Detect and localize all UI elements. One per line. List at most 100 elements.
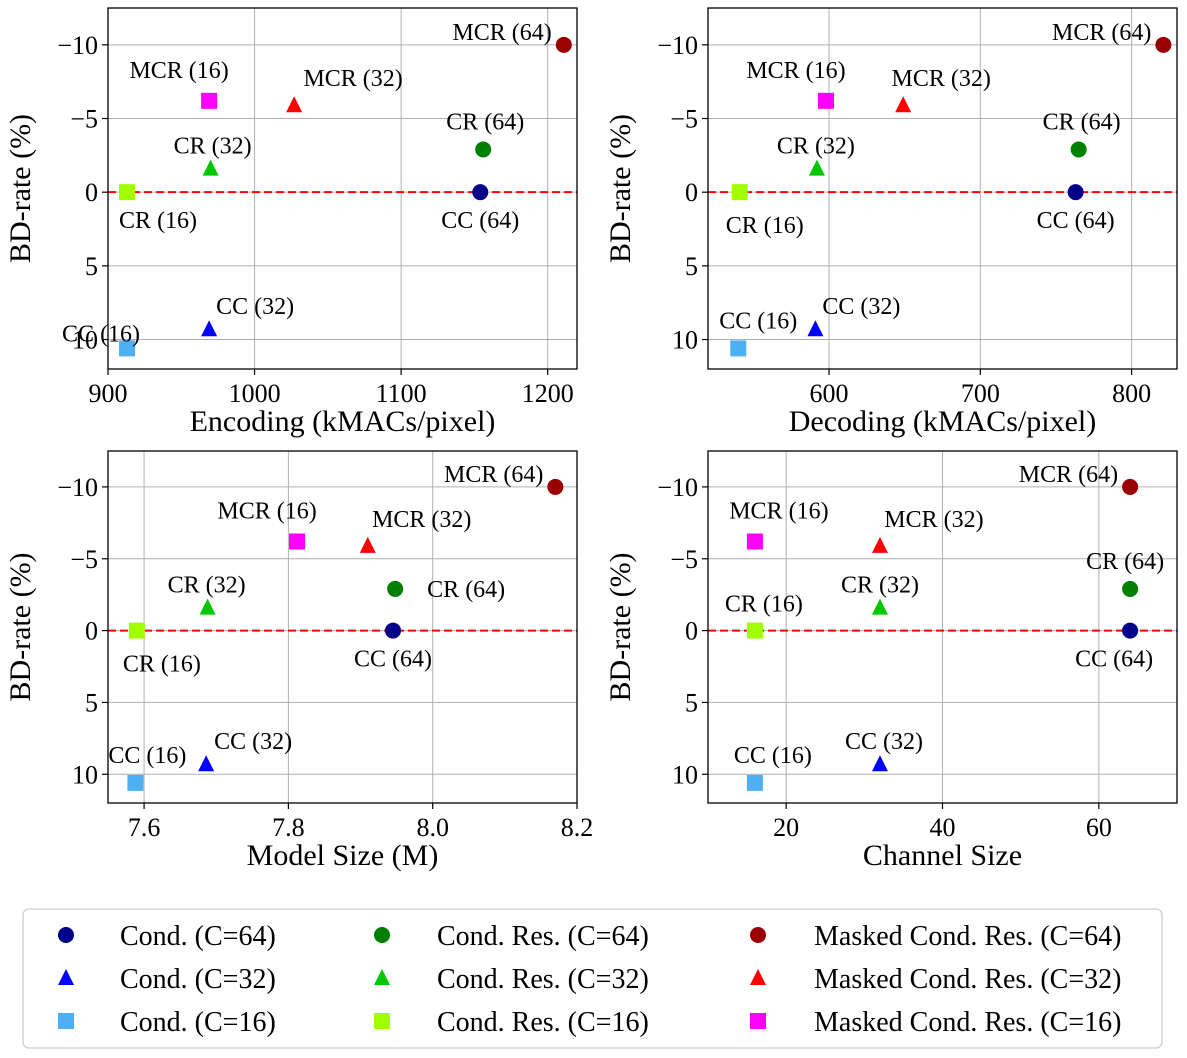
point-label-cr16: CR (16) [119,208,197,234]
data-point-cr32 [871,598,888,615]
legend-marker-cc16 [58,1013,74,1029]
x-axis-title: Decoding (kMACs/pixel) [789,405,1096,438]
data-point-mcr64 [1122,478,1139,495]
plot-frame [707,7,1178,370]
legend-label: Masked Cond. Res. (C=64) [814,921,1121,952]
y-axis-title: BD-rate (%) [604,552,637,701]
point-label-cc64: CC (64) [1075,647,1153,673]
x-axis-title: Channel Size [863,839,1022,872]
legend-label: Cond. Res. (C=16) [437,1007,649,1038]
x-tick-label: 20 [773,813,799,842]
data-point-cr16 [731,184,748,201]
data-point-mcr32 [871,536,888,553]
data-point-cc64 [1067,184,1084,201]
point-label-cr32: CR (32) [168,573,246,599]
data-point-cr16 [746,622,763,639]
point-label-cr64: CR (64) [1043,109,1121,135]
y-tick-label: 5 [85,688,98,717]
y-axis-title: BD-rate (%) [4,114,37,263]
data-point-cc64 [385,622,402,639]
y-axis-title: BD-rate (%) [604,114,637,263]
legend: Cond. (C=64) Cond. (C=32) Cond. (C=16) Cond… [22,908,1163,1049]
data-point-cr16 [128,622,145,639]
legend-marker-cc64 [58,927,74,943]
legend-label: Masked Cond. Res. (C=32) [814,964,1121,995]
x-tick-label: 1200 [522,379,574,408]
data-point-cc32 [198,755,215,772]
data-point-cc16 [746,774,763,791]
data-point-cc16 [730,340,747,357]
y-tick-label: −10 [657,473,698,502]
legend-item-cr64: Cond. Res. (C=64) [374,921,649,952]
y-tick-label: 10 [672,326,698,355]
y-tick-label: 10 [72,760,98,789]
y-tick-label: −5 [70,545,98,574]
y-tick-label: 5 [685,688,698,717]
legend-item-mcr64: Masked Cond. Res. (C=64) [750,921,1121,952]
data-point-cc16 [127,774,144,791]
data-point-cc32 [807,320,824,337]
legend-marker-cr16 [374,1013,390,1029]
data-point-mcr16 [746,533,763,550]
x-tick-label: 7.6 [128,813,161,842]
point-label-cc16: CC (16) [719,308,797,334]
plot-frame [107,7,578,370]
y-tick-label: 0 [85,178,98,207]
data-point-cc16 [119,340,136,357]
point-label-cc32: CC (32) [216,294,294,320]
y-tick-label: 0 [85,617,98,646]
point-label-cc32: CC (32) [822,294,900,320]
x-tick-label: 40 [930,813,956,842]
y-tick-label: −5 [70,105,98,134]
legend-frame [22,908,1163,1049]
point-label-cr64: CR (64) [1086,549,1164,575]
data-point-mcr64 [1155,36,1172,53]
point-label-cr64: CR (64) [446,109,524,135]
legend-label: Cond. Res. (C=32) [437,964,649,995]
point-label-mcr32: MCR (32) [303,66,402,92]
data-point-cr64 [1122,580,1139,597]
point-label-cc16: CC (16) [734,743,812,769]
point-label-cr32: CR (32) [777,134,855,160]
legend-marker-cr64 [374,927,390,943]
point-label-mcr64: MCR (64) [1019,462,1118,488]
point-label-cc16: CC (16) [62,321,140,347]
point-label-cr32: CR (32) [841,573,919,599]
point-label-mcr64: MCR (64) [1052,20,1151,46]
x-tick-label: 7.8 [272,813,305,842]
y-tick-label: 10 [72,326,98,355]
data-point-cr16 [119,184,136,201]
data-point-mcr16 [818,92,835,109]
legend-marker-cr32 [374,969,390,985]
y-tick-label: 10 [672,760,698,789]
x-tick-label: 900 [89,379,128,408]
chart-panel-1: 900 1000 1100 1200 −10 −5 0 5 10 CC (64) CC (32) CC… [4,7,578,438]
legend-item-cc32: Cond. (C=32) [58,964,276,995]
plot-frame [707,450,1178,804]
legend-label: Cond. (C=16) [120,1007,276,1038]
plot-frame [107,450,578,804]
point-label-mcr16: MCR (16) [129,58,228,84]
data-point-cc32 [201,320,218,337]
legend-marker-mcr64 [750,927,766,943]
chart-panel-2: 600 700 800 −10 −5 0 5 10 CC (64) CC (32) CC (16) C… [604,7,1178,438]
x-tick-label: 8.0 [416,813,449,842]
x-tick-label: 8.2 [561,813,594,842]
point-label-cr16: CR (16) [123,652,201,678]
data-point-mcr32 [895,96,912,113]
point-label-mcr32: MCR (32) [884,507,983,533]
data-point-cr64 [387,580,404,597]
point-label-cc32: CC (32) [214,729,292,755]
point-label-cc16: CC (16) [108,743,186,769]
y-tick-label: −5 [670,105,698,134]
data-point-mcr64 [547,478,564,495]
data-point-cc64 [472,184,489,201]
point-label-cc64: CC (64) [354,647,432,673]
y-tick-label: −10 [57,31,98,60]
x-tick-label: 60 [1086,813,1112,842]
y-axis-title: BD-rate (%) [4,552,37,701]
x-axis-title: Model Size (M) [247,839,439,872]
data-point-mcr16 [201,92,218,109]
legend-item-mcr32: Masked Cond. Res. (C=32) [750,964,1121,995]
y-tick-label: −10 [57,473,98,502]
